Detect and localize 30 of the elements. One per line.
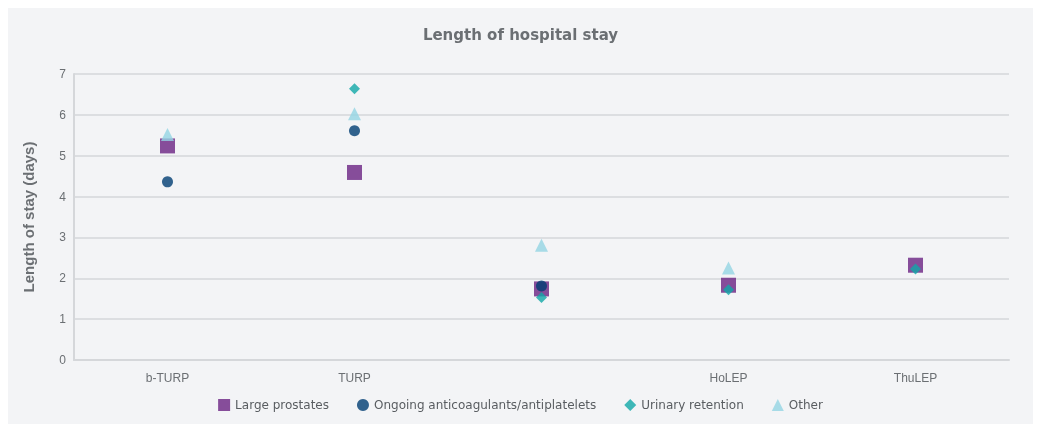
legend-label: Ongoing anticoagulants/antiplatelets [373, 398, 597, 412]
y-tick-label: 7 [59, 67, 67, 81]
x-tick-label: HoLEP [709, 371, 748, 385]
point [347, 164, 362, 180]
point [536, 280, 547, 292]
point [348, 107, 361, 121]
y-tick-label: 4 [59, 189, 67, 204]
point [723, 284, 734, 296]
y-tick-label: 6 [59, 107, 67, 122]
y-axis-title: Length of stay (days) [20, 141, 37, 293]
x-tick-label: TURP [338, 371, 371, 385]
point [349, 125, 360, 137]
x-tick-label: ThuLEP [893, 371, 938, 385]
legend-label: Urinary retention [641, 398, 744, 412]
y-tick-label: 0 [59, 353, 67, 367]
legend-label: Other [788, 398, 823, 412]
x-tick-label: b-TURP [145, 371, 190, 385]
y-tick-label: 1 [59, 312, 67, 327]
point [536, 291, 547, 303]
point [349, 83, 360, 95]
y-tick-label: 3 [59, 230, 67, 245]
point [910, 263, 921, 275]
y-tick-label: 2 [59, 271, 67, 286]
legend-label: Large prostates [235, 398, 329, 412]
point [722, 261, 735, 275]
chart-title: Length of hospital stay [422, 25, 619, 44]
point [161, 127, 174, 141]
y-tick-label: 5 [59, 148, 67, 163]
point [162, 176, 173, 188]
point [535, 238, 548, 252]
